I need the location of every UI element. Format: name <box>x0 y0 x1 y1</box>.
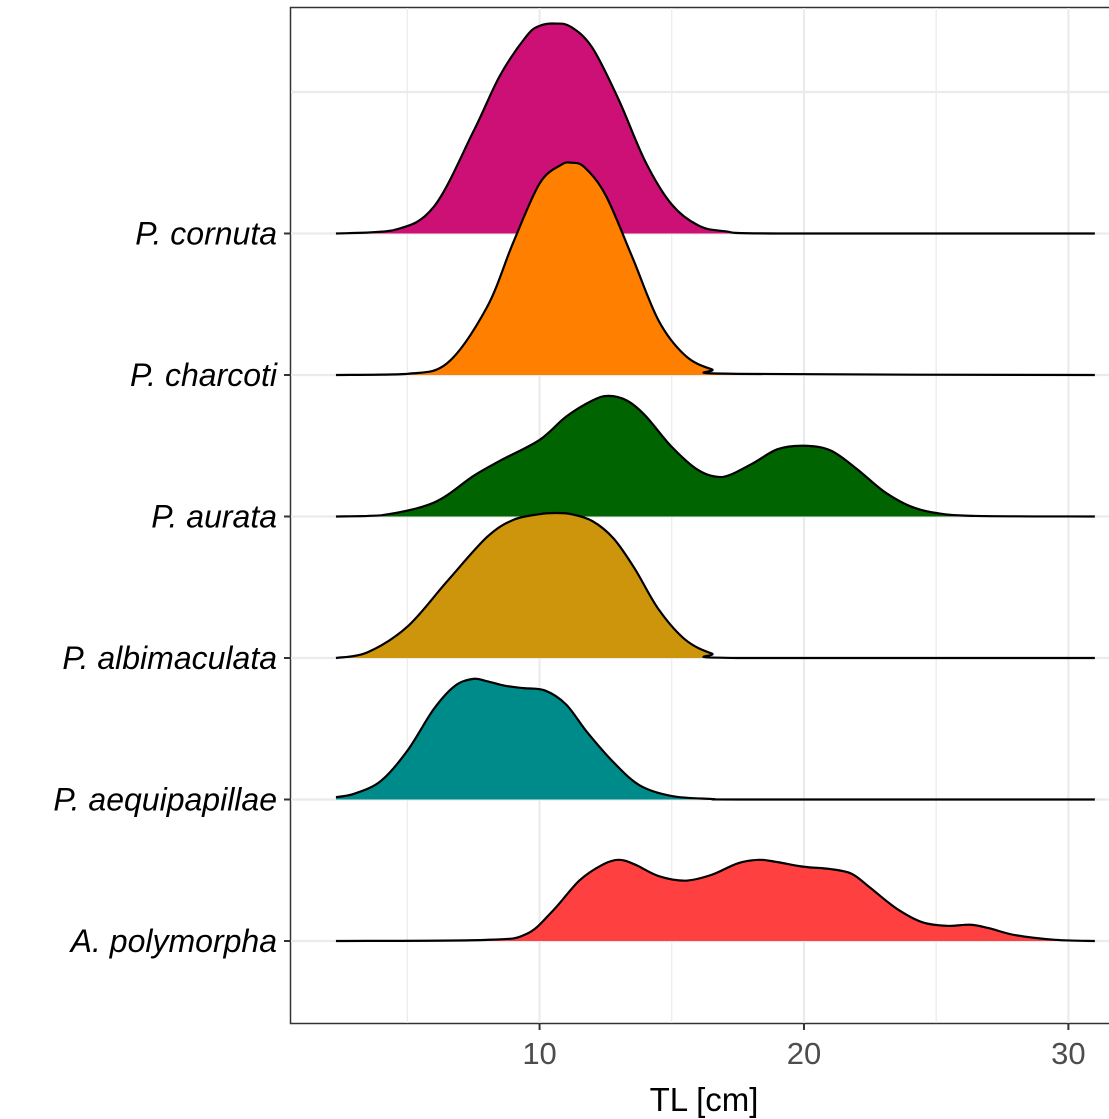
x-tick-label: 10 <box>522 1036 556 1071</box>
density-ridges <box>335 22 1095 943</box>
ridge-fill-p-cornuta <box>335 23 1095 234</box>
category-label: P. charcoti <box>130 357 278 393</box>
ridge-fill-a-polymorpha <box>335 859 1095 941</box>
category-labels: A. polymorpha P. aequipapillae P. albimacu… <box>53 216 278 960</box>
ridge-line-p-albimaculata <box>335 511 1095 660</box>
x-tick-label: 30 <box>1051 1036 1085 1071</box>
ridge-fill-p-aurata <box>335 395 1095 517</box>
category-label: P. albimaculata <box>62 640 277 676</box>
ridge-line-p-aequipapillae <box>335 677 1095 801</box>
ridge-fill-p-albimaculata <box>335 512 1095 658</box>
x-tick-label: 20 <box>787 1036 821 1071</box>
category-label: P. cornuta <box>135 216 277 252</box>
category-label: P. aequipapillae <box>53 782 277 818</box>
x-tick-labels: 10 20 30 <box>522 1036 1085 1071</box>
axis-ticks <box>284 232 1070 1030</box>
ridge-line-a-polymorpha <box>335 858 1095 943</box>
ridge-fill-p-aequipapillae <box>335 678 1095 800</box>
ridge-line-p-aurata <box>335 394 1095 518</box>
category-label: P. aurata <box>151 499 277 535</box>
ridge-line-p-charcoti <box>335 161 1095 377</box>
x-axis-title: TL [cm] <box>650 1081 759 1118</box>
category-label: A. polymorpha <box>69 923 277 959</box>
ridge-line-p-cornuta <box>335 22 1095 235</box>
